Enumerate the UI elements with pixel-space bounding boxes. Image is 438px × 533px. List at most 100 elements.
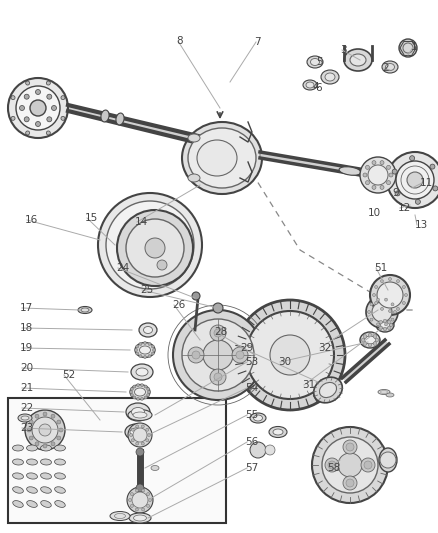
Ellipse shape [319, 383, 336, 398]
Ellipse shape [129, 513, 151, 523]
Ellipse shape [344, 49, 372, 71]
Circle shape [126, 219, 184, 277]
Circle shape [29, 436, 33, 440]
Circle shape [57, 420, 61, 424]
Ellipse shape [386, 393, 394, 397]
Circle shape [214, 373, 222, 381]
Ellipse shape [13, 459, 24, 465]
Text: 22: 22 [20, 403, 33, 413]
Circle shape [377, 323, 381, 327]
Circle shape [393, 311, 396, 313]
Text: 2: 2 [382, 63, 389, 73]
Circle shape [148, 354, 151, 358]
Circle shape [141, 508, 145, 511]
Circle shape [385, 323, 388, 326]
Circle shape [388, 320, 391, 324]
Circle shape [363, 342, 367, 345]
Circle shape [403, 286, 405, 288]
Circle shape [141, 384, 144, 386]
Polygon shape [342, 340, 389, 382]
Ellipse shape [311, 59, 319, 66]
Circle shape [106, 201, 194, 289]
Ellipse shape [325, 73, 335, 81]
Circle shape [380, 452, 396, 468]
Ellipse shape [385, 63, 395, 70]
Circle shape [152, 349, 155, 351]
Circle shape [328, 461, 336, 469]
Circle shape [51, 414, 55, 418]
Text: 29: 29 [240, 343, 253, 353]
Circle shape [148, 391, 151, 393]
Ellipse shape [110, 512, 130, 521]
Circle shape [430, 164, 435, 169]
Circle shape [192, 351, 200, 359]
Circle shape [370, 303, 373, 306]
Ellipse shape [13, 500, 23, 507]
Ellipse shape [128, 409, 152, 421]
Circle shape [377, 298, 379, 301]
Ellipse shape [40, 445, 52, 451]
Circle shape [365, 165, 370, 169]
Circle shape [132, 492, 148, 508]
Circle shape [141, 442, 144, 445]
Ellipse shape [134, 515, 146, 521]
Circle shape [131, 428, 134, 431]
Circle shape [210, 369, 226, 385]
Ellipse shape [18, 414, 32, 422]
Text: 3: 3 [340, 45, 346, 55]
Circle shape [136, 352, 139, 355]
Circle shape [379, 326, 382, 329]
Circle shape [232, 347, 248, 363]
Text: 55: 55 [245, 410, 258, 420]
Circle shape [148, 342, 151, 345]
Ellipse shape [144, 327, 152, 334]
Circle shape [246, 311, 334, 399]
Ellipse shape [13, 445, 24, 451]
Circle shape [381, 280, 384, 282]
Ellipse shape [360, 332, 380, 348]
Ellipse shape [27, 473, 37, 479]
Circle shape [389, 278, 392, 280]
Text: 51: 51 [374, 263, 387, 273]
Ellipse shape [41, 487, 51, 493]
Ellipse shape [130, 384, 150, 400]
Ellipse shape [350, 54, 366, 66]
Circle shape [8, 78, 68, 138]
Circle shape [11, 116, 15, 120]
Circle shape [391, 318, 394, 321]
Ellipse shape [250, 413, 266, 423]
Ellipse shape [307, 56, 323, 68]
Ellipse shape [54, 459, 66, 465]
Circle shape [377, 323, 379, 326]
Circle shape [379, 320, 382, 324]
Ellipse shape [55, 487, 65, 493]
Circle shape [141, 397, 144, 400]
Circle shape [363, 335, 367, 338]
Ellipse shape [378, 390, 390, 394]
Ellipse shape [188, 174, 200, 182]
Circle shape [182, 319, 254, 391]
Circle shape [312, 427, 388, 503]
Ellipse shape [139, 346, 151, 354]
Circle shape [136, 425, 139, 428]
Ellipse shape [54, 445, 66, 451]
Circle shape [27, 428, 31, 432]
Ellipse shape [339, 167, 361, 175]
Ellipse shape [125, 424, 147, 440]
Circle shape [128, 423, 152, 447]
Circle shape [47, 94, 52, 99]
Text: 1: 1 [411, 42, 417, 52]
Circle shape [133, 385, 136, 388]
Circle shape [388, 326, 391, 329]
Circle shape [136, 484, 144, 492]
Circle shape [389, 173, 393, 177]
Circle shape [29, 420, 33, 424]
Circle shape [39, 424, 51, 436]
Text: 10: 10 [368, 208, 381, 218]
Circle shape [389, 323, 393, 327]
Circle shape [374, 302, 378, 304]
Ellipse shape [131, 408, 145, 416]
Circle shape [372, 160, 376, 165]
Circle shape [368, 165, 388, 185]
Text: 12: 12 [398, 203, 411, 213]
